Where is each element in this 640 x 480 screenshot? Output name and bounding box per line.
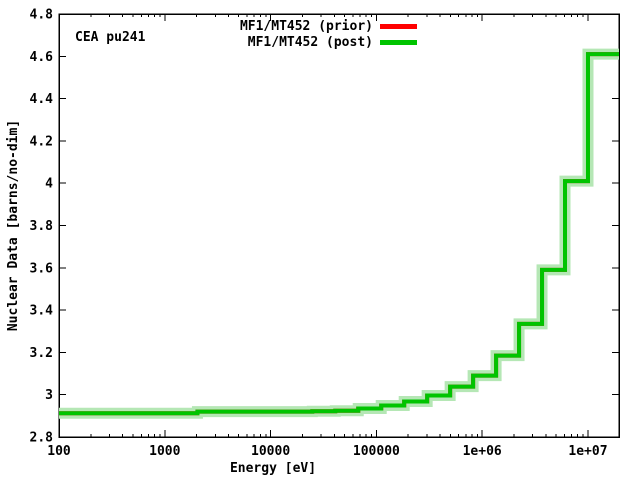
y-axis-label: Nuclear Data [barns/no-dim] — [6, 120, 21, 331]
legend: MF1/MT452 (prior) MF1/MT452 (post) — [240, 18, 417, 50]
y-tick-label: 4.4 — [30, 92, 54, 107]
x-tick-label: 1e+07 — [568, 444, 607, 459]
series-post-line — [59, 52, 619, 416]
x-tick-label: 1000 — [149, 444, 180, 459]
y-tick-label: 3.2 — [30, 346, 53, 361]
y-tick-label: 4.2 — [30, 134, 53, 149]
y-tick-label: 2.8 — [30, 431, 54, 446]
legend-label-post: MF1/MT452 (post) — [247, 34, 373, 50]
legend-label-prior: MF1/MT452 (prior) — [239, 18, 373, 34]
legend-entry-prior: MF1/MT452 (prior) — [240, 18, 417, 34]
x-tick-label: 10000 — [251, 444, 290, 459]
curves-group — [59, 48, 619, 419]
y-tick-label: 4.8 — [30, 8, 54, 23]
legend-swatch-prior — [380, 23, 417, 29]
series-prior-line — [59, 52, 619, 416]
y-tick-label: 3.6 — [30, 261, 54, 276]
y-tick-label: 3 — [45, 388, 53, 403]
y-tick-label: 4.6 — [30, 50, 54, 65]
legend-swatch-post — [380, 39, 417, 45]
x-tick-label: 1e+06 — [463, 444, 502, 459]
y-tick-label: 3.4 — [30, 304, 54, 319]
y-tick-label: 4 — [45, 177, 53, 192]
x-axis-label: Energy [eV] — [230, 461, 316, 476]
legend-entry-post: MF1/MT452 (post) — [240, 34, 417, 50]
x-tick-label: 100 — [47, 444, 71, 459]
plot-border — [58, 13, 620, 438]
x-tick-label: 100000 — [353, 444, 400, 459]
series-post-uncertainty-band — [59, 48, 619, 419]
plot-annotation: CEA pu241 — [75, 30, 146, 45]
y-tick-label: 3.8 — [30, 219, 54, 234]
